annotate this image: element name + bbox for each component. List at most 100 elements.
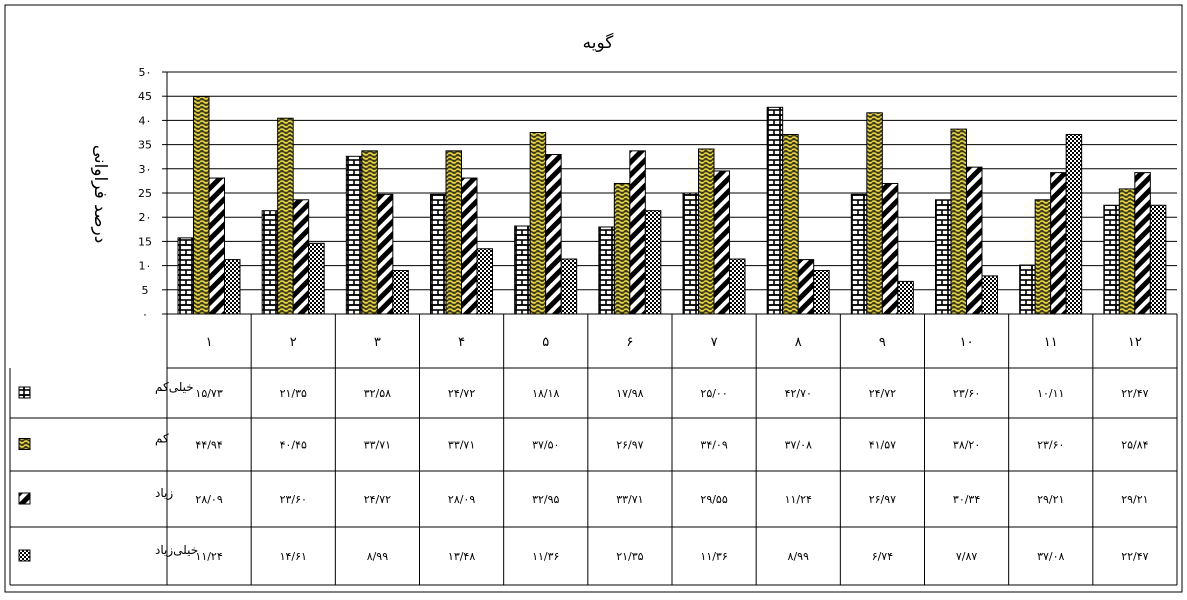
bar <box>629 150 646 315</box>
table-cell: ۳۷/۰۸ <box>1037 550 1064 563</box>
bar <box>644 210 662 315</box>
bar <box>308 242 325 315</box>
table-cell: ۲۵/۸۴ <box>1121 439 1148 452</box>
bar <box>476 248 493 315</box>
table-cell: ۱۵/۷۳ <box>195 387 222 400</box>
bar <box>766 106 784 315</box>
category-label: ۲ <box>290 335 297 350</box>
table-cell: ۲۱/۳۵ <box>280 387 307 400</box>
bar <box>1118 188 1136 315</box>
table-cell: ۲۶/۹۷ <box>869 493 896 506</box>
table-cell: ۴۲/۷۰ <box>785 387 812 400</box>
category-label: ۷ <box>711 335 718 350</box>
table-cell: ۲۸/۰۹ <box>448 493 475 506</box>
legend-swatch <box>18 492 31 505</box>
table-cell: ۲۲/۴۷ <box>1121 387 1148 400</box>
legend-label: کم <box>155 432 169 446</box>
table-cell: ۳۳/۷۱ <box>616 493 643 506</box>
legend-label: خیلی‌کم <box>155 380 194 394</box>
table-cell: ۳۷/۵۰ <box>532 439 559 452</box>
y-tick-label: 5 <box>142 284 149 297</box>
y-tick-label: 5۰ <box>139 66 152 79</box>
table-cell: ۷/۸۷ <box>956 550 978 563</box>
table-cell: ۲۹/۵۵ <box>700 493 727 506</box>
legend-label: زیاد <box>155 486 173 501</box>
table-cell: ۲۴/۷۲ <box>364 493 391 506</box>
table-cell: ۱۸/۱۸ <box>532 387 559 400</box>
bar <box>224 259 241 315</box>
bar <box>261 210 279 315</box>
category-label: ۳ <box>374 335 381 350</box>
bar <box>292 199 310 315</box>
category-label: ۱ <box>206 335 213 350</box>
table-cell: ۳۲/۹۵ <box>532 493 559 506</box>
legend-swatch <box>18 438 31 450</box>
bar <box>177 237 194 315</box>
table-cell: ۲۵/۰۰ <box>700 387 727 400</box>
bar <box>514 225 531 315</box>
y-tick-label: 15 <box>138 235 152 248</box>
chart-title: گویه <box>583 32 615 53</box>
category-label: ۱۱ <box>1044 335 1058 350</box>
table-cell: ۲۴/۷۲ <box>448 387 475 400</box>
table-cell: ۳۰/۳۴ <box>953 493 980 506</box>
bar <box>782 134 799 315</box>
category-label: ۴ <box>458 335 465 350</box>
table-cell: ۳۳/۷۱ <box>448 439 475 452</box>
bar <box>1149 204 1167 315</box>
bar <box>392 269 409 315</box>
bar <box>935 199 952 315</box>
bar <box>897 280 914 315</box>
bar <box>193 95 210 315</box>
bar <box>797 259 815 315</box>
table-cell: ۱۱/۲۴ <box>785 493 812 506</box>
bar <box>682 192 699 315</box>
table-cell: ۳۷/۰۸ <box>785 439 812 452</box>
table-cell: ۴۴/۹۴ <box>195 439 222 452</box>
legend-swatch <box>18 386 31 399</box>
y-tick-label: 4۰ <box>139 114 152 127</box>
category-label: ۶ <box>626 335 633 350</box>
bar <box>729 258 746 315</box>
table-cell: ۴۱/۵۷ <box>869 439 896 452</box>
y-tick-label: 2۰ <box>139 211 152 224</box>
table-cell: ۲۲/۴۷ <box>1121 550 1148 563</box>
bar <box>1050 172 1067 315</box>
bar <box>613 182 631 315</box>
bar <box>1134 172 1151 315</box>
table-cell: ۸/۹۹ <box>367 550 389 563</box>
table-cell: ۳۸/۲۰ <box>953 439 980 452</box>
bar <box>361 150 378 315</box>
legend-swatch <box>18 549 31 562</box>
bar <box>966 166 983 315</box>
table-cell: ۳۲/۵۸ <box>364 387 391 400</box>
category-label: ۹ <box>879 335 886 350</box>
bar <box>850 193 868 315</box>
table-cell: ۱۱/۲۴ <box>195 550 222 563</box>
y-tick-label: 1۰ <box>139 260 152 273</box>
table-cell: ۲۱/۳۵ <box>616 550 643 563</box>
bar <box>698 148 715 315</box>
table-cell: ۸/۹۹ <box>788 550 810 563</box>
bar <box>1065 134 1083 315</box>
table-cell: ۲۳/۶۰ <box>1037 439 1064 452</box>
table-cell: ۱۱/۳۶ <box>700 550 727 563</box>
bar <box>1019 264 1036 315</box>
bar <box>430 193 447 315</box>
category-label: ۱۰ <box>960 335 974 350</box>
bar <box>345 155 363 315</box>
bar <box>1034 199 1052 315</box>
bar <box>277 117 294 315</box>
category-label: ۵ <box>542 335 549 350</box>
bar <box>376 193 394 315</box>
table-cell: ۳۴/۰۹ <box>700 439 727 452</box>
y-axis-ticks: ۰ 5 1۰ 15 2۰ 25 3۰ 35 4۰ 45 5۰ <box>138 66 152 321</box>
table-cell: ۱۳/۴۸ <box>448 550 475 563</box>
bar <box>813 269 830 315</box>
table-cell: ۲۶/۹۷ <box>616 439 643 452</box>
table-cell: ۴۰/۴۵ <box>280 439 307 452</box>
y-tick-label: 3۰ <box>139 163 152 176</box>
